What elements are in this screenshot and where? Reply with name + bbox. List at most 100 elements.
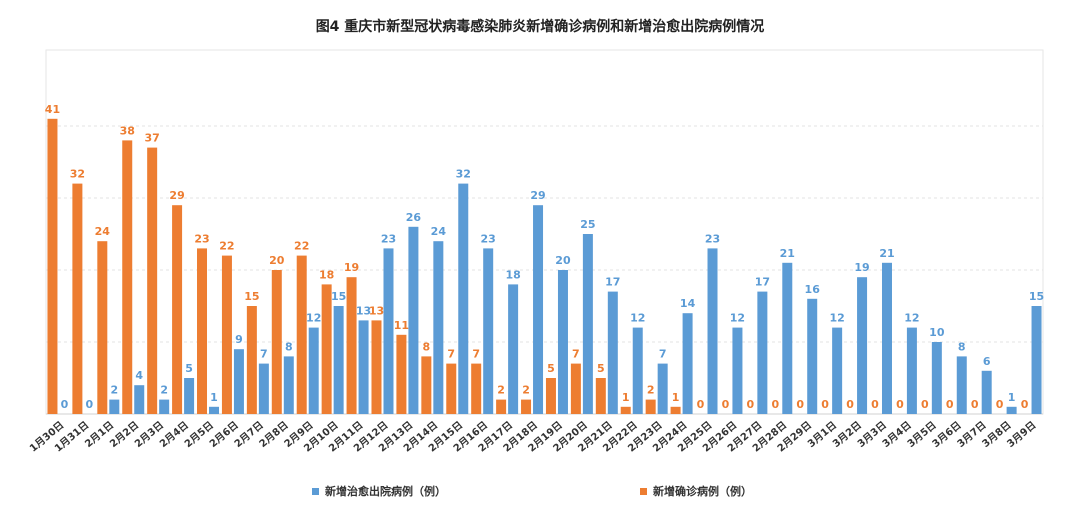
- data-label-recovered: 12: [829, 312, 844, 325]
- data-label-recovered: 1: [1008, 391, 1016, 404]
- data-label-confirmed: 37: [145, 132, 160, 145]
- data-label-confirmed: 38: [120, 124, 135, 137]
- bar-recovered: [1031, 306, 1042, 414]
- data-label-confirmed: 0: [796, 398, 804, 411]
- data-label-confirmed: 2: [647, 384, 655, 397]
- data-label-recovered: 14: [680, 297, 696, 310]
- bar-recovered: [782, 262, 793, 414]
- x-tick-label: 3月9日: [1005, 419, 1039, 450]
- data-label-recovered: 20: [555, 254, 571, 267]
- data-label-recovered: 12: [630, 312, 645, 325]
- bar-confirmed: [321, 284, 332, 414]
- data-label-recovered: 21: [879, 247, 894, 260]
- bar-confirmed: [670, 406, 681, 414]
- legend-label-confirmed: 新增确诊病例（例）: [653, 485, 752, 498]
- data-label-recovered: 17: [605, 276, 620, 289]
- data-label-recovered: 19: [854, 261, 869, 274]
- bar-recovered: [607, 291, 618, 414]
- data-label-recovered: 12: [306, 312, 321, 325]
- bar-recovered: [184, 378, 195, 414]
- data-label-confirmed: 20: [269, 254, 285, 267]
- bar-recovered: [557, 270, 568, 414]
- data-label-confirmed: 0: [971, 398, 979, 411]
- bar-recovered: [159, 399, 170, 414]
- data-label-confirmed: 32: [70, 168, 85, 181]
- bar-recovered: [582, 234, 593, 414]
- data-label-confirmed: 7: [472, 348, 480, 361]
- data-label-recovered: 4: [135, 369, 143, 382]
- data-label-confirmed: 0: [722, 398, 730, 411]
- data-label-recovered: 26: [406, 211, 422, 224]
- data-label-confirmed: 0: [697, 398, 705, 411]
- data-label-confirmed: 1: [622, 391, 630, 404]
- data-label-recovered: 6: [983, 355, 991, 368]
- data-label-confirmed: 0: [946, 398, 954, 411]
- bar-recovered: [757, 291, 768, 414]
- bar-confirmed: [221, 255, 232, 414]
- legend-item-recovered: 新增治愈出院病例（例）: [312, 483, 446, 499]
- bar-confirmed: [521, 399, 532, 414]
- bar-confirmed: [172, 205, 183, 414]
- bar-recovered: [383, 248, 394, 414]
- bar-recovered: [458, 183, 469, 414]
- bar-recovered: [632, 327, 643, 414]
- bar-confirmed: [197, 248, 208, 414]
- data-label-confirmed: 0: [921, 398, 929, 411]
- bar-recovered: [408, 226, 419, 414]
- bar-recovered: [109, 399, 120, 414]
- data-label-confirmed: 5: [547, 362, 555, 375]
- data-label-recovered: 0: [61, 398, 69, 411]
- bar-confirmed: [72, 183, 83, 414]
- bar-confirmed: [296, 255, 307, 414]
- data-label-recovered: 9: [235, 333, 243, 346]
- bar-confirmed: [496, 399, 507, 414]
- data-label-recovered: 25: [580, 218, 595, 231]
- data-label-recovered: 23: [705, 232, 720, 245]
- bar-recovered: [233, 349, 244, 414]
- data-label-confirmed: 22: [219, 240, 234, 253]
- data-label-recovered: 32: [456, 168, 471, 181]
- bar-recovered: [483, 248, 494, 414]
- legend-item-confirmed: 新增确诊病例（例）: [640, 483, 752, 499]
- bar-recovered: [857, 277, 868, 414]
- data-label-confirmed: 8: [423, 340, 431, 353]
- bar-recovered: [906, 327, 917, 414]
- data-label-confirmed: 0: [896, 398, 904, 411]
- data-label-recovered: 21: [780, 247, 795, 260]
- bar-recovered: [931, 342, 942, 414]
- data-label-recovered: 8: [958, 340, 966, 353]
- bar-recovered: [433, 241, 444, 414]
- bar-recovered: [333, 306, 344, 414]
- bar-recovered: [682, 313, 693, 414]
- data-label-confirmed: 0: [996, 398, 1004, 411]
- bar-confirmed: [371, 320, 382, 414]
- bar-recovered: [358, 320, 369, 414]
- data-label-confirmed: 0: [747, 398, 755, 411]
- bar-recovered: [533, 205, 544, 414]
- data-label-confirmed: 24: [95, 225, 111, 238]
- bar-recovered: [308, 327, 319, 414]
- bar-confirmed: [645, 399, 656, 414]
- bar-recovered: [209, 406, 220, 414]
- data-label-recovered: 17: [755, 276, 770, 289]
- bar-recovered: [1006, 406, 1017, 414]
- data-label-confirmed: 19: [344, 261, 359, 274]
- data-label-confirmed: 7: [572, 348, 580, 361]
- data-label-recovered: 7: [659, 348, 667, 361]
- bar-confirmed: [147, 147, 158, 414]
- bar-recovered: [283, 356, 294, 414]
- data-label-recovered: 15: [1029, 290, 1044, 303]
- data-label-confirmed: 41: [45, 103, 60, 116]
- bar-confirmed: [595, 378, 606, 414]
- data-label-confirmed: 0: [871, 398, 879, 411]
- data-label-recovered: 2: [160, 384, 168, 397]
- data-label-recovered: 29: [530, 189, 545, 202]
- data-label-confirmed: 22: [294, 240, 309, 253]
- data-label-confirmed: 2: [522, 384, 530, 397]
- bar-confirmed: [545, 378, 556, 414]
- data-label-recovered: 2: [110, 384, 118, 397]
- data-label-recovered: 23: [481, 232, 496, 245]
- data-label-recovered: 0: [86, 398, 94, 411]
- data-label-recovered: 10: [929, 326, 945, 339]
